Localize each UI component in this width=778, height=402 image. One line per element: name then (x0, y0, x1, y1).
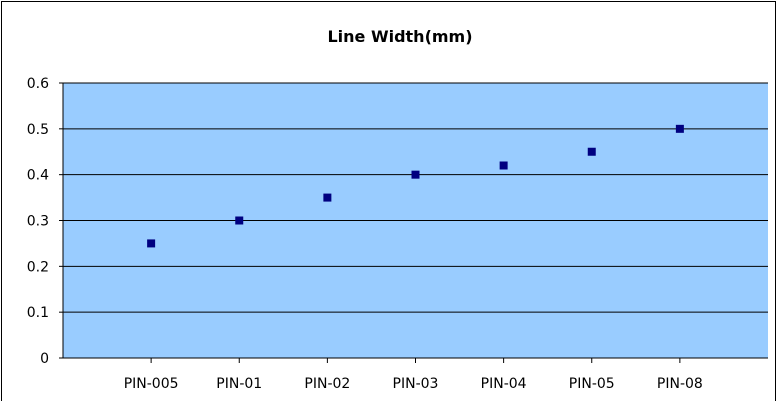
x-tick-label: PIN-005 (124, 376, 179, 392)
data-points (147, 124, 684, 248)
x-tick-label: PIN-04 (481, 376, 527, 392)
data-point (675, 124, 684, 133)
data-point (411, 170, 420, 179)
data-point (587, 147, 596, 156)
x-axis: PIN-005 PIN-01 PIN-02 PIN-03 PIN-04 PIN-05 PIN… (63, 357, 768, 392)
y-tick-label: 0.2 (27, 259, 49, 275)
y-tick-label: 0.5 (27, 122, 49, 138)
data-point (499, 161, 508, 170)
y-tick-label: 0.4 (27, 168, 49, 184)
x-tick-label: PIN-05 (569, 376, 615, 392)
data-point (323, 193, 332, 202)
x-tick-label: PIN-01 (216, 376, 262, 392)
y-tick-label: 0.6 (27, 76, 49, 92)
y-tick-label: 0 (40, 351, 49, 367)
chart-title: Line Width(mm) (327, 27, 472, 46)
y-tick-label: 0.1 (27, 305, 49, 321)
x-tick-label: PIN-02 (304, 376, 350, 392)
x-tick-label: PIN-03 (393, 376, 439, 392)
x-tick-label: PIN-08 (657, 376, 703, 392)
data-point (235, 216, 244, 225)
y-axis: 0 0.1 0.2 0.3 0.4 0.5 0.6 (27, 76, 64, 367)
data-point (147, 239, 156, 248)
y-tick-label: 0.3 (27, 214, 49, 230)
